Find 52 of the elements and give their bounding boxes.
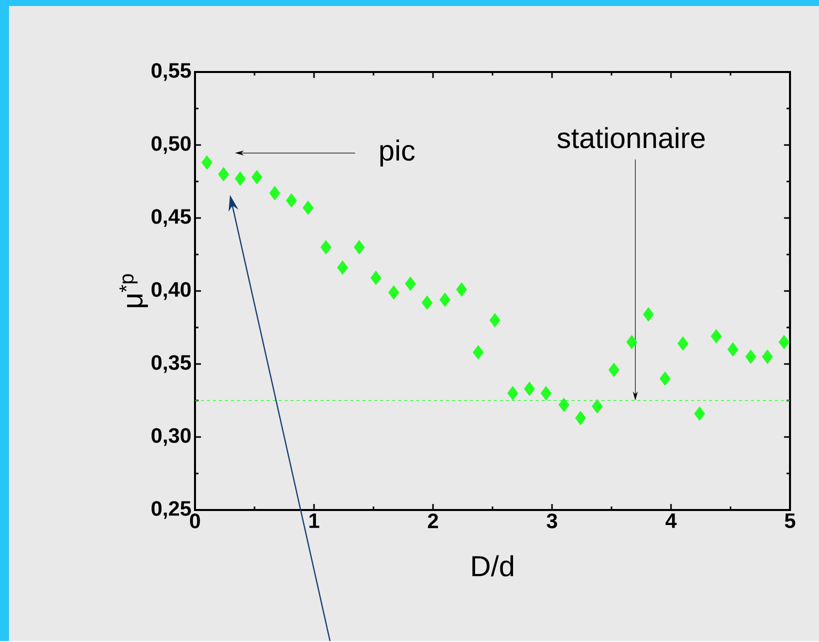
point — [558, 398, 570, 412]
point — [762, 350, 773, 364]
point — [201, 156, 212, 170]
x-tick-label: 1 — [310, 514, 320, 528]
point — [575, 411, 586, 426]
y-tick-label: 0,45 — [152, 209, 191, 228]
y-tick-label: 0,25 — [152, 501, 191, 520]
point — [422, 296, 433, 310]
point — [472, 345, 484, 360]
point — [218, 167, 230, 182]
x-tick-label: 2 — [428, 514, 438, 528]
point — [727, 342, 738, 357]
point — [507, 386, 518, 401]
point — [626, 335, 638, 350]
point — [337, 260, 348, 276]
y-tick-label: 0,40 — [152, 282, 191, 300]
y-tick-label: 0,30 — [152, 428, 191, 446]
point — [489, 313, 500, 328]
x-axis-title: D/d — [472, 555, 514, 577]
point — [269, 186, 280, 201]
point — [710, 329, 722, 344]
point — [354, 240, 365, 255]
y-tick-label: 0,50 — [152, 136, 191, 154]
point — [660, 372, 671, 386]
y-axis-title: μ$^{*p}$ — [119, 274, 148, 308]
point — [694, 406, 706, 422]
annotation: pic — [380, 140, 415, 167]
point — [286, 193, 297, 208]
annotation: stationnaire — [557, 127, 705, 148]
point — [404, 276, 416, 292]
point — [642, 307, 654, 322]
x-tick-label: 4 — [666, 514, 677, 528]
x-tick-label: 3 — [546, 514, 558, 529]
x-tick-label: 0 — [190, 514, 200, 529]
point — [592, 399, 603, 414]
point — [439, 292, 450, 308]
point — [524, 382, 535, 396]
point — [540, 386, 552, 401]
point — [456, 282, 468, 297]
point — [320, 240, 332, 255]
y-tick-label: 0,55 — [152, 63, 191, 82]
point — [608, 362, 620, 378]
x-tick-label: 5 — [784, 514, 796, 528]
point — [370, 270, 382, 286]
point — [234, 172, 246, 186]
point — [745, 350, 756, 364]
point — [778, 335, 790, 350]
point — [388, 285, 400, 300]
y-tick-label: 0,35 — [152, 355, 191, 374]
point — [251, 170, 262, 185]
point — [677, 336, 688, 351]
point — [302, 200, 314, 216]
